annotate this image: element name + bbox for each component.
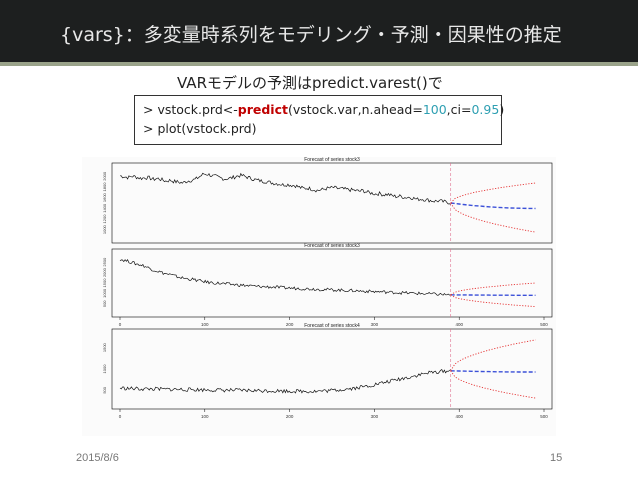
forecast-plot-svg: Forecast of series stock3100012001400160… — [102, 157, 553, 419]
x-tick-label: 500 — [540, 414, 548, 419]
x-tick-label: 0 — [119, 414, 122, 419]
code-n-ahead: 100 — [422, 102, 447, 117]
x-tick-label: 300 — [371, 414, 379, 419]
y-tick-label: 1000 — [102, 288, 107, 298]
x-tick-label: 400 — [455, 414, 463, 419]
panel-frame — [111, 248, 553, 318]
code-box: > vstock.prd<-predict(vstock.var,n.ahead… — [134, 95, 504, 145]
y-tick-label: 1400 — [102, 203, 107, 213]
page-number: 15 — [550, 452, 563, 464]
forecast-mean-line — [450, 370, 536, 373]
code-ci: 0.95 — [471, 102, 500, 117]
x-tick-label: 300 — [371, 322, 379, 327]
x-tick-label: 0 — [119, 322, 122, 327]
x-tick-label: 200 — [286, 322, 294, 327]
slide-header: {vars}：多変量時系列をモデリング・予測・因果性の推定 — [0, 0, 638, 62]
forecast-mean-line — [450, 294, 536, 296]
panel-title: Forecast of series stock4 — [304, 323, 360, 329]
history-series-line — [119, 259, 451, 296]
y-tick-label: 2000 — [102, 267, 107, 277]
ci-lower-line — [450, 294, 536, 308]
code-line-2: > plot(vstock.prd) — [143, 121, 257, 136]
y-tick-label: 1500 — [102, 278, 107, 288]
header-accent-bar — [0, 62, 638, 66]
y-tick-label: 1000 — [102, 224, 107, 234]
y-tick-label: 2000 — [102, 171, 107, 181]
ci-upper-line — [450, 282, 536, 296]
y-tick-label: 1500 — [102, 342, 107, 352]
y-tick-label: 1800 — [102, 182, 107, 192]
y-tick-label: 1200 — [102, 214, 107, 224]
panel-frame — [111, 328, 553, 410]
y-tick-label: 2500 — [102, 257, 107, 267]
code-args-2: ,ci= — [446, 102, 472, 117]
y-tick-label: 1000 — [102, 364, 107, 374]
code-line-1: > vstock.prd<-predict(vstock.var,n.ahead… — [143, 100, 504, 119]
ci-lower-line — [450, 370, 536, 399]
x-tick-label: 100 — [201, 322, 209, 327]
ci-upper-line — [450, 339, 536, 372]
slide-title: {vars}：多変量時系列をモデリング・予測・因果性の推定 — [60, 24, 562, 46]
panel-frame — [111, 162, 553, 244]
forecast-plot: Forecast of series stock3 1000 1200 1400 160… — [82, 157, 556, 436]
code-args: (vstock.var,n.ahead= — [287, 102, 423, 117]
panel-title: Forecast of series stock3 — [304, 243, 360, 249]
code-prefix: > vstock.prd<- — [143, 102, 238, 117]
footer-date: 2015/8/6 — [76, 452, 119, 464]
forecast-mean-line — [450, 202, 536, 210]
y-tick-label: 500 — [102, 386, 107, 393]
x-tick-label: 100 — [201, 414, 209, 419]
y-tick-label: 1600 — [102, 192, 107, 202]
panel-title: Forecast of series stock3 — [304, 157, 360, 163]
ci-lower-line — [450, 202, 536, 233]
x-tick-label: 200 — [286, 414, 294, 419]
y-tick-label: 500 — [102, 300, 107, 307]
x-tick-label: 500 — [540, 322, 548, 327]
code-keyword: predict — [237, 102, 288, 117]
ci-upper-line — [450, 182, 536, 204]
slide-subtitle: VARモデルの予測はpredict.varest()で — [177, 74, 443, 92]
history-series-line — [119, 368, 451, 394]
history-series-line — [120, 172, 451, 205]
x-tick-label: 400 — [455, 322, 463, 327]
code-close: ) — [499, 102, 505, 117]
